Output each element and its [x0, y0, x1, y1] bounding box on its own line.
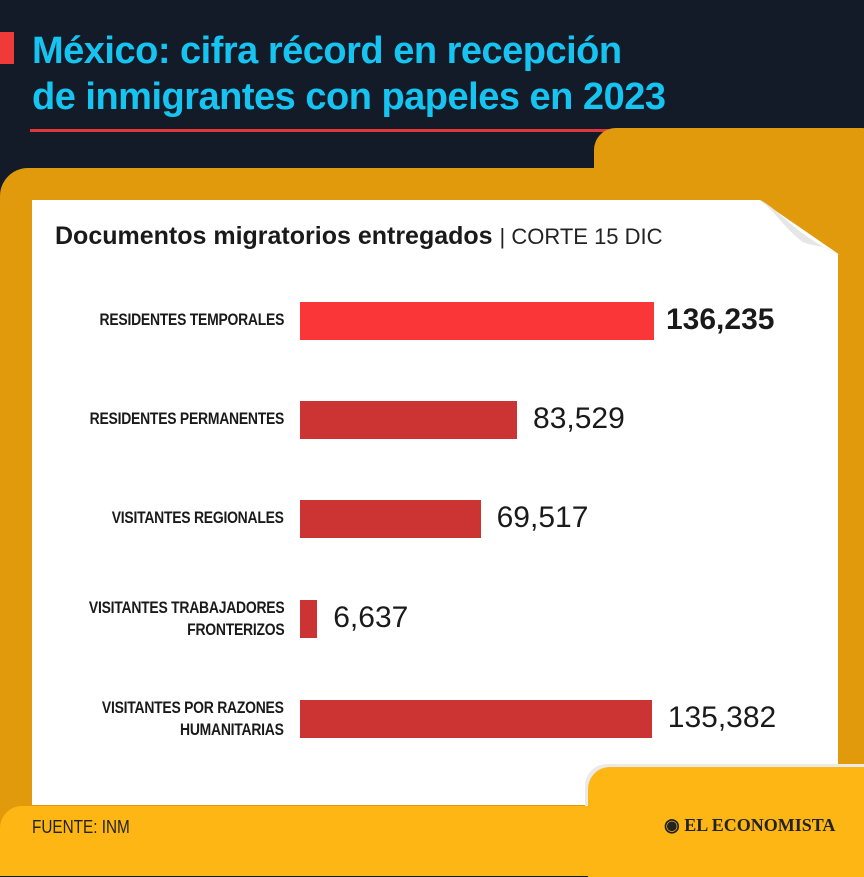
category-label: RESIDENTES TEMPORALES [99, 309, 284, 331]
title-line-2: de inmigrantes con papeles en 2023 [32, 76, 666, 118]
category-label-line: RESIDENTES TEMPORALES [99, 310, 284, 329]
category-label-line: FRONTERIZOS [186, 620, 284, 639]
category-label-line: VISITANTES TRABAJADORES [88, 598, 285, 617]
title-line-1: México: cifra récord en recepción [32, 30, 622, 72]
chart-title: Documentos migratorios entregados | CORT… [55, 222, 663, 251]
logo-icon: ◉ [664, 815, 685, 835]
value-label: 69,517 [496, 501, 589, 534]
chart-subtitle: | CORTE 15 DIC [499, 224, 663, 249]
el-economista-logo: ◉ EL ECONOMISTA [664, 815, 835, 836]
bar [300, 700, 652, 738]
value-label: 136,235 [666, 303, 775, 336]
bar [300, 600, 318, 638]
title-underline [30, 129, 630, 132]
category-label: VISITANTES POR RAZONES HUMANITARIAS [102, 697, 284, 741]
value-label: 83,529 [533, 402, 625, 435]
logo-text: EL ECONOMISTA [684, 815, 836, 835]
category-label-line: VISITANTES REGIONALES [112, 508, 284, 527]
page-title: México: cifra récord en recepción de inmi… [32, 28, 666, 120]
bar [300, 500, 481, 538]
category-label-line: RESIDENTES PERMANENTES [89, 409, 285, 428]
value-label: 135,382 [667, 701, 777, 734]
bar [300, 401, 518, 439]
value-label: 6,637 [333, 601, 409, 634]
source-note: FUENTE: INM [32, 817, 130, 837]
page-curl [760, 200, 840, 255]
category-label: RESIDENTES PERMANENTES [89, 408, 285, 430]
category-label-line: HUMANITARIAS [180, 720, 284, 739]
chart-title-text: Documentos migratorios entregados [55, 222, 493, 250]
title-accent [0, 32, 14, 64]
category-label-line: VISITANTES POR RAZONES [102, 698, 284, 717]
bar [300, 302, 654, 340]
category-label: VISITANTES TRABAJADORES FRONTERIZOS [88, 597, 285, 641]
category-label: VISITANTES REGIONALES [112, 507, 284, 529]
